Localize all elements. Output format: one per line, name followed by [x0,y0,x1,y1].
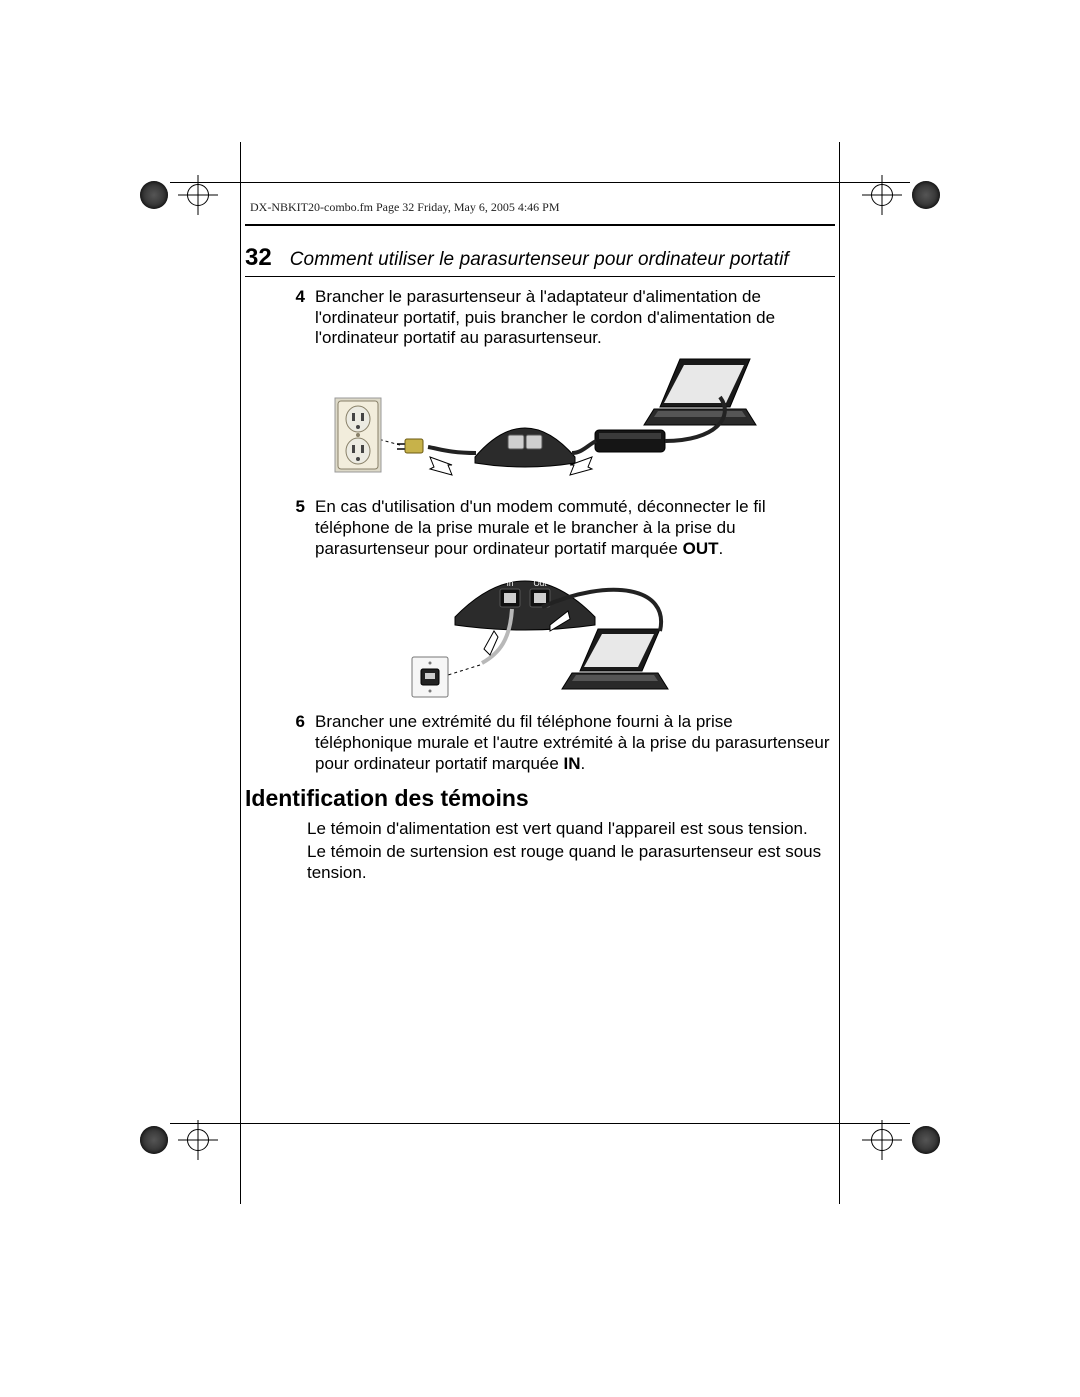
svg-text:Out: Out [534,579,548,588]
step-number: 4 [245,287,315,349]
step-text-post: . [581,754,586,773]
diagram-phone-connection-icon: In Out [360,567,720,702]
reg-mark-top-right [862,175,940,215]
framemaker-header: DX-NBKIT20-combo.fm Page 32 Friday, May … [250,200,560,215]
page-cut-frame: DX-NBKIT20-combo.fm Page 32 Friday, May … [240,182,840,1124]
step-5: 5 En cas d'utilisation d'un modem commut… [245,497,835,559]
halftone-dot-icon [140,1126,168,1154]
halftone-dot-icon [912,1126,940,1154]
svg-text:In: In [507,579,514,588]
para-power-led: Le témoin d'alimentation est vert quand … [307,818,835,839]
figure-step-4 [245,357,835,487]
step-text-bold: IN [564,754,581,773]
figure-step-5: In Out [245,567,835,702]
reg-mark-bottom-right [862,1120,940,1160]
section-heading: Identification des témoins [245,785,835,812]
halftone-dot-icon [912,181,940,209]
step-list: 4 Brancher le parasurtenseur à l'adaptat… [245,287,835,775]
para-surge-led: Le témoin de surtension est rouge quand … [307,841,835,884]
halftone-dot-icon [140,181,168,209]
register-target-icon [862,175,902,215]
step-number: 6 [245,712,315,774]
step-number: 5 [245,497,315,559]
page-content: 32 Comment utiliser le parasurtenseur po… [245,244,835,885]
step-text: Brancher le parasurtenseur à l'adaptateu… [315,287,835,349]
step-6: 6 Brancher une extrémité du fil téléphon… [245,712,835,774]
step-text: En cas d'utilisation d'un modem commuté,… [315,497,835,559]
step-text-post: . [719,539,724,558]
page-number: 32 [245,244,272,272]
register-target-icon [178,175,218,215]
header-rule [245,224,835,226]
running-head: 32 Comment utiliser le parasurtenseur po… [245,244,835,277]
step-text: Brancher une extrémité du fil téléphone … [315,712,835,774]
diagram-power-connection-icon [320,357,760,487]
reg-mark-top-left [140,175,218,215]
register-target-icon [178,1120,218,1160]
step-text-bold: OUT [683,539,719,558]
reg-mark-bottom-left [140,1120,218,1160]
step-4: 4 Brancher le parasurtenseur à l'adaptat… [245,287,835,349]
running-title: Comment utiliser le parasurtenseur pour … [290,249,789,271]
register-target-icon [862,1120,902,1160]
